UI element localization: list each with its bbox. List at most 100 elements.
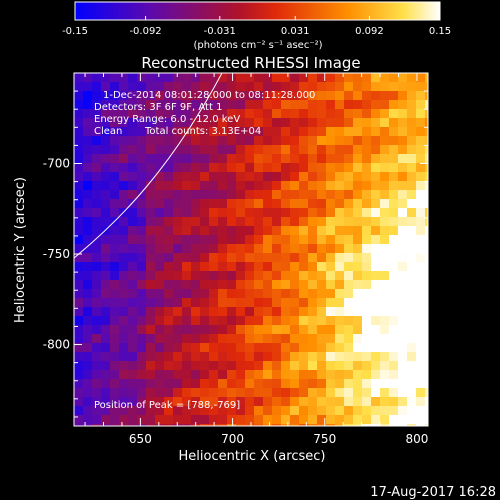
heatmap-cell	[380, 334, 390, 344]
heatmap-cell	[83, 289, 93, 299]
heatmap-cell	[137, 163, 147, 173]
heatmap-cell	[200, 253, 210, 263]
heatmap-cell	[371, 370, 381, 380]
heatmap-cell	[101, 424, 111, 426]
heatmap-cell	[335, 226, 345, 236]
heatmap-cell	[137, 154, 147, 164]
heatmap-cell	[398, 199, 408, 209]
heatmap-cell	[362, 379, 372, 389]
heatmap-cell	[389, 343, 399, 353]
heatmap-cell	[389, 82, 399, 92]
heatmap-cell	[254, 100, 264, 110]
heatmap-cell	[236, 280, 246, 290]
heatmap-cell	[425, 226, 428, 236]
heatmap-cell	[119, 172, 129, 182]
heatmap-cell	[317, 199, 327, 209]
heatmap-cell	[92, 118, 102, 128]
heatmap-cell	[308, 334, 318, 344]
heatmap-cell	[146, 415, 156, 425]
heatmap-cell	[344, 352, 354, 362]
heatmap-cell	[317, 298, 327, 308]
heatmap-cell	[326, 379, 336, 389]
heatmap-cell	[425, 298, 428, 308]
heatmap-cell	[389, 397, 399, 407]
heatmap-cell	[146, 334, 156, 344]
heatmap-cell	[263, 145, 273, 155]
heatmap-cell	[362, 136, 372, 146]
heatmap-cell	[128, 415, 138, 425]
heatmap-cell	[146, 235, 156, 245]
heatmap-cell	[227, 199, 237, 209]
heatmap-cell	[362, 307, 372, 317]
heatmap-cell	[407, 298, 417, 308]
heatmap-cell	[209, 244, 219, 254]
heatmap-cell	[308, 361, 318, 371]
heatmap-cell	[398, 298, 408, 308]
heatmap-cell	[344, 226, 354, 236]
heatmap-cell	[74, 379, 84, 389]
heatmap-cell	[344, 235, 354, 245]
heatmap-cell	[236, 82, 246, 92]
heatmap-cell	[227, 226, 237, 236]
heatmap-cell	[101, 253, 111, 263]
heatmap-cell	[389, 316, 399, 326]
heatmap-cell	[272, 397, 282, 407]
heatmap-cell	[218, 136, 228, 146]
heatmap-cell	[92, 415, 102, 425]
heatmap-cell	[362, 109, 372, 119]
heatmap-cell	[119, 262, 129, 272]
heatmap-cell	[218, 289, 228, 299]
heatmap-cell	[254, 190, 264, 200]
heatmap-cell	[227, 289, 237, 299]
heatmap-cell	[119, 154, 129, 164]
heatmap-cell	[272, 208, 282, 218]
heatmap-cell	[110, 145, 120, 155]
heatmap-cell	[164, 217, 174, 227]
heatmap-cell	[146, 244, 156, 254]
heatmap-cell	[119, 415, 129, 425]
heatmap-cell	[245, 145, 255, 155]
heatmap-cell	[281, 163, 291, 173]
heatmap-cell	[299, 82, 309, 92]
heatmap-cell	[407, 244, 417, 254]
heatmap-cell	[353, 298, 363, 308]
heatmap-cell	[353, 109, 363, 119]
heatmap-cell	[173, 145, 183, 155]
heatmap-cell	[200, 226, 210, 236]
heatmap-cell	[272, 172, 282, 182]
heatmap-cell	[146, 253, 156, 263]
heatmap-cell	[362, 91, 372, 101]
heatmap-cell	[398, 154, 408, 164]
heatmap-cell	[164, 334, 174, 344]
heatmap-cell	[407, 262, 417, 272]
heatmap-cell	[317, 172, 327, 182]
heatmap-cell	[371, 73, 381, 83]
annotation-time-range: 1-Dec-2014 08:01:28.000 to 08:11:28.000	[103, 90, 315, 101]
heatmap-cell	[101, 226, 111, 236]
heatmap-cell	[146, 361, 156, 371]
heatmap-cell	[137, 415, 147, 425]
heatmap-cell	[74, 343, 84, 353]
heatmap-cell	[371, 190, 381, 200]
heatmap-cell	[83, 334, 93, 344]
heatmap-cell	[344, 334, 354, 344]
heatmap-cell	[254, 91, 264, 101]
heatmap-cell	[74, 109, 84, 119]
heatmap-cell	[389, 217, 399, 227]
heatmap-cell	[200, 406, 210, 416]
heatmap-cell	[218, 370, 228, 380]
heatmap-cell	[227, 244, 237, 254]
heatmap-cell	[191, 379, 201, 389]
heatmap-cell	[416, 343, 426, 353]
heatmap-cell	[200, 370, 210, 380]
heatmap-cell	[218, 244, 228, 254]
heatmap-cell	[344, 118, 354, 128]
heatmap-cell	[335, 235, 345, 245]
heatmap-cell	[362, 163, 372, 173]
heatmap-cell	[398, 361, 408, 371]
heatmap-cell	[335, 289, 345, 299]
heatmap-cell	[380, 91, 390, 101]
heatmap-cell	[119, 424, 129, 426]
heatmap-cell	[281, 91, 291, 101]
heatmap-cell	[182, 91, 192, 101]
